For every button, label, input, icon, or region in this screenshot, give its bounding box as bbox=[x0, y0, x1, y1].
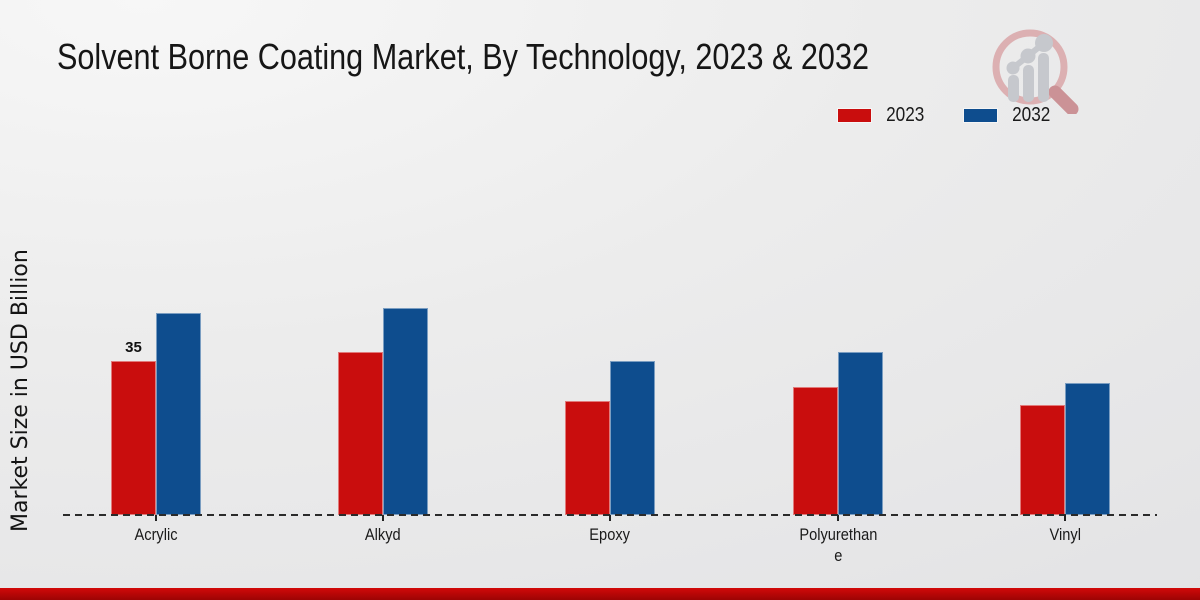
x-label-alkyd: Alkyd bbox=[365, 525, 401, 544]
bar-epoxy-2032 bbox=[610, 361, 655, 515]
x-tick-alkyd bbox=[382, 515, 384, 521]
x-label-polyurethane: Polyurethan e bbox=[798, 525, 878, 565]
bar-vinyl-2023 bbox=[1020, 405, 1065, 515]
bar-acrylic-2023 bbox=[111, 361, 156, 515]
chart-title: Solvent Borne Coating Market, By Technol… bbox=[57, 36, 869, 77]
legend-swatch-2023 bbox=[838, 108, 871, 122]
brand-watermark-logo bbox=[992, 29, 1079, 114]
x-tick-acrylic bbox=[155, 515, 157, 521]
growth-bars-icon bbox=[1006, 34, 1053, 102]
legend-label-2023: 2023 bbox=[886, 103, 925, 126]
bar-value-label: 35 bbox=[125, 339, 142, 356]
legend: 2023 2032 bbox=[838, 102, 1053, 128]
bar-alkyd-2023 bbox=[338, 352, 383, 515]
bar-alkyd-2032 bbox=[383, 308, 428, 515]
legend-item-2032: 2032 bbox=[963, 102, 1054, 128]
footer-accent-band bbox=[0, 588, 1200, 600]
bar-acrylic-2032 bbox=[156, 313, 201, 515]
legend-item-2023: 2023 bbox=[838, 102, 928, 128]
x-tick-vinyl bbox=[1064, 515, 1066, 521]
x-tick-epoxy bbox=[609, 515, 611, 521]
bar-polyurethane-2023 bbox=[793, 387, 838, 515]
x-label-epoxy: Epoxy bbox=[589, 525, 631, 544]
legend-swatch-2032 bbox=[963, 108, 997, 122]
bar-polyurethane-2032 bbox=[838, 352, 883, 515]
x-label-acrylic: Acrylic bbox=[134, 525, 178, 544]
legend-label-2032: 2032 bbox=[1011, 103, 1050, 126]
bar-vinyl-2032 bbox=[1065, 383, 1110, 515]
x-tick-polyurethane bbox=[837, 515, 839, 521]
bar-epoxy-2023 bbox=[565, 401, 610, 515]
x-label-vinyl: Vinyl bbox=[1049, 525, 1081, 544]
